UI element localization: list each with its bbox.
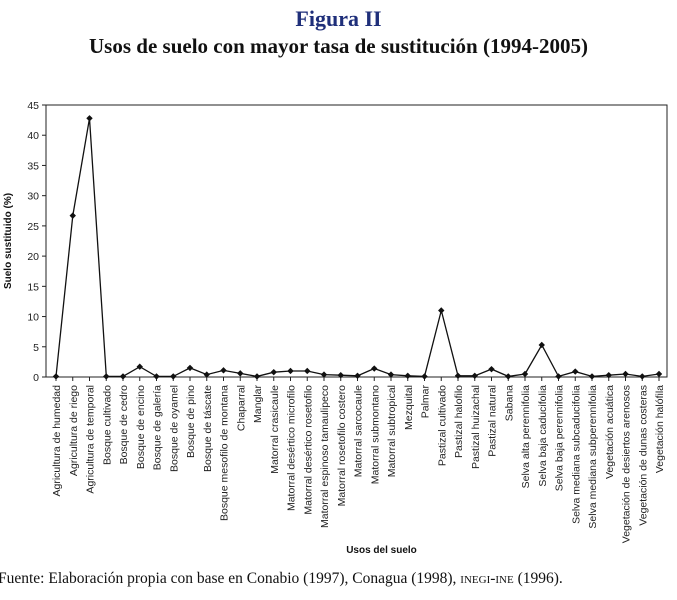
x-tick-label: Vegetación acuática: [604, 385, 616, 479]
x-tick-label: Matorral sarcocaule: [353, 385, 365, 477]
x-tick-label: Matorral rosetofilo costero: [336, 385, 348, 507]
x-tick-label: Matorral desértico microfilo: [286, 385, 298, 511]
source-prefix: Fuente: Elaboración propia con base en C…: [0, 570, 461, 587]
y-tick-label: 10: [27, 312, 39, 324]
data-point: [655, 370, 663, 378]
data-point: [103, 373, 110, 380]
y-tick-label: 45: [27, 100, 39, 112]
data-point: [555, 373, 562, 380]
x-tick-label: Bosque de encino: [135, 385, 147, 469]
x-tick-label: Selva baja caducifolia: [537, 385, 549, 487]
data-point: [287, 367, 294, 375]
data-point: [119, 373, 127, 380]
x-tick-label: Matorral desértico rosetofilo: [302, 385, 314, 515]
x-tick-label: Bosque de oyamel: [168, 385, 180, 472]
data-point: [69, 212, 76, 219]
data-point: [488, 365, 495, 373]
x-tick-label: Matorral subtropical: [386, 385, 398, 477]
data-point: [572, 368, 579, 375]
data-point: [304, 367, 311, 375]
data-point: [52, 373, 60, 380]
x-tick-label: Vegetación de desiertos arenosos: [621, 385, 633, 543]
plot-frame: [45, 104, 668, 378]
x-tick-label: Bosque de pino: [185, 385, 197, 458]
x-tick-label: Bosque de táscate: [202, 385, 214, 472]
x-tick-label: Matorral submontano: [369, 385, 381, 484]
x-tick-label: Agricultura de temporal: [85, 385, 97, 494]
data-point: [521, 370, 529, 378]
data-point: [421, 373, 428, 380]
data-point: [387, 371, 395, 378]
x-tick-label: Matorral crasicaule: [269, 385, 281, 474]
data-point: [253, 373, 261, 380]
x-tick-label: Chaparral: [235, 385, 247, 431]
source-smallcaps: inegi-ine: [460, 570, 514, 587]
y-tick-label: 30: [27, 191, 39, 203]
x-tick-label: Vegetación de dunas costeras: [637, 385, 649, 526]
x-tick-label: Bosque cultivado: [101, 385, 113, 465]
x-tick-label: Sabana: [503, 385, 515, 421]
data-point: [538, 341, 545, 349]
y-axis-label: Suelo sustituido (%): [3, 193, 14, 289]
data-point: [639, 373, 646, 380]
data-point: [588, 373, 596, 380]
data-point: [186, 364, 194, 372]
x-tick-label: Selva mediana subperennifolia: [587, 385, 599, 529]
data-point: [320, 371, 328, 378]
x-tick-label: Matorral espinoso tamaulipeco: [319, 385, 331, 528]
x-tick-label: Pastizal halofilo: [453, 385, 465, 458]
x-tick-label: Agricultura de riego: [68, 385, 80, 476]
y-tick-label: 5: [33, 342, 39, 354]
data-point: [622, 370, 629, 378]
y-tick-label: 15: [27, 281, 39, 293]
x-tick-label: Selva mediana subcaducifolia: [570, 385, 582, 524]
figure-label: Figura II: [295, 6, 382, 31]
data-point: [354, 372, 361, 379]
y-tick-label: 25: [27, 221, 39, 233]
source-note: Fuente: Elaboración propia con base en C…: [0, 570, 677, 588]
y-tick-label: 0: [33, 372, 39, 384]
x-tick-label: Bosque mesofilo de montana: [219, 385, 231, 521]
x-tick-label: Bosque de galería: [152, 385, 164, 470]
source-suffix: (1996).: [513, 570, 563, 587]
data-point: [438, 307, 445, 314]
x-tick-label: Manglar: [252, 384, 264, 422]
x-axis-label: Usos del suelo: [346, 545, 417, 556]
x-tick-label: Mezquital: [403, 385, 415, 430]
data-point: [605, 371, 612, 379]
x-tick-label: Pastizal cultivado: [436, 385, 448, 466]
x-tick-label: Agricultura de humedad: [51, 385, 63, 497]
data-point: [86, 115, 93, 122]
y-tick-label: 35: [27, 160, 39, 172]
data-point: [337, 371, 344, 379]
series-line: [55, 118, 660, 378]
data-point: [203, 371, 210, 378]
data-point: [170, 373, 177, 380]
y-tick-label: 20: [27, 251, 39, 263]
x-tick-label: Pastizal natural: [487, 385, 499, 457]
y-tick-label: 40: [27, 130, 39, 142]
x-tick-label: Selva baja perennifolia: [554, 385, 566, 491]
data-point: [220, 367, 227, 374]
data-point: [270, 368, 277, 376]
data-point: [371, 365, 378, 372]
data-point: [505, 373, 512, 380]
data-point: [136, 363, 143, 370]
data-point: [237, 370, 244, 377]
x-tick-label: Pastizal huizachal: [470, 385, 482, 469]
data-point: [454, 372, 462, 379]
x-tick-label: Selva alta perennifolia: [520, 385, 532, 488]
figure-title: Usos de suelo con mayor tasa de sustituc…: [89, 34, 588, 58]
data-point: [153, 373, 160, 380]
x-tick-label: Palmar: [420, 385, 432, 419]
data-point: [404, 372, 411, 379]
data-point: [471, 372, 478, 379]
x-tick-label: Vegetación halófila: [654, 385, 666, 473]
x-tick-label: Bosque de cedro: [118, 385, 130, 465]
